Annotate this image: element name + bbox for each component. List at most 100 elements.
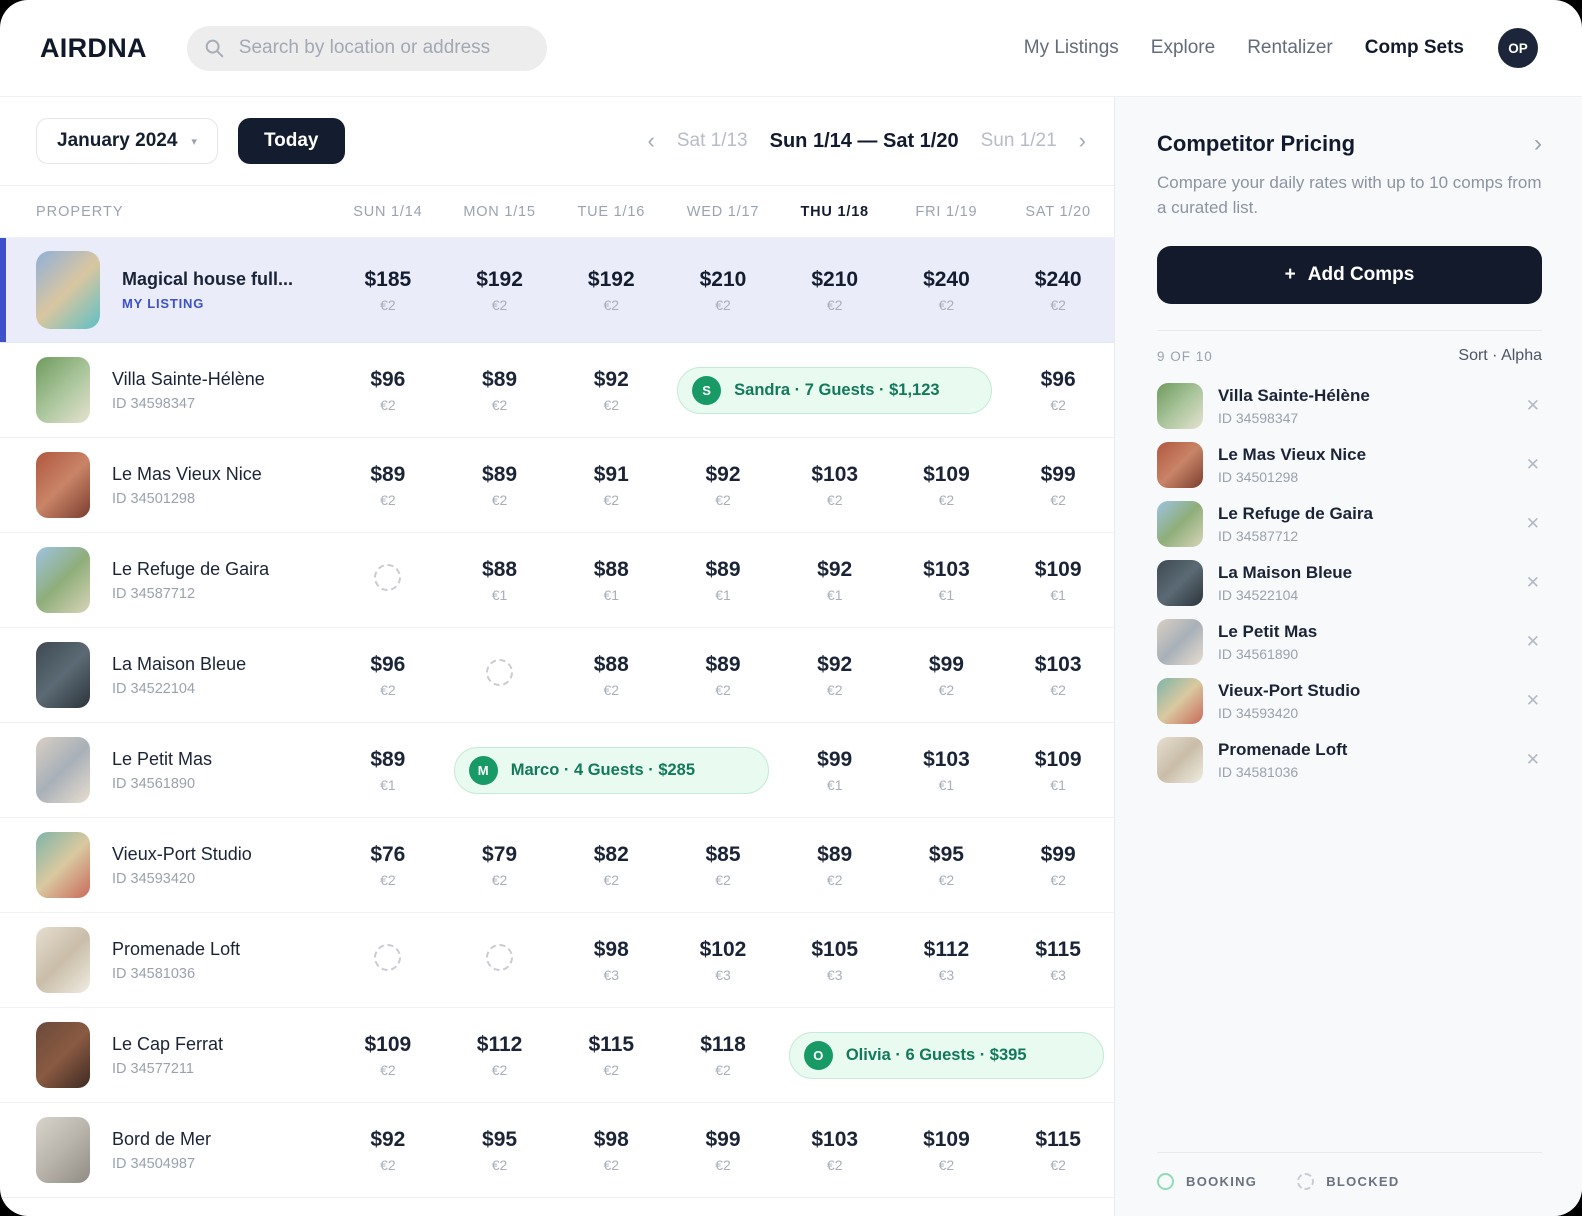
legend-item: BOOKING — [1157, 1173, 1257, 1190]
property-cell[interactable]: Bord de Mer ID 34504987 — [0, 1117, 332, 1183]
booking-pill[interactable]: S Sandra · 7 Guests · $1,123 — [677, 366, 993, 414]
comp-list-item-le-petit-mas[interactable]: Le Petit Mas ID 34561890 ✕ — [1157, 613, 1542, 671]
property-cell[interactable]: Villa Sainte-Hélène ID 34598347 — [0, 357, 332, 423]
prev-week-icon[interactable]: ‹ — [647, 128, 655, 153]
comp-list-item-la-maison-bleue[interactable]: La Maison Bleue ID 34522104 ✕ — [1157, 554, 1542, 612]
rate-cell: $96 €2 — [332, 368, 444, 413]
property-name: Magical house full... — [122, 269, 294, 289]
table-row-le-petit-mas: Le Petit Mas ID 34561890 $89 €1 M Marco … — [0, 723, 1114, 818]
rate-secondary: €2 — [603, 1061, 620, 1078]
remove-comp-icon[interactable]: ✕ — [1525, 455, 1540, 475]
table-row-villa-sainte-h-l-ne: Villa Sainte-Hélène ID 34598347 $96 €2 $… — [0, 343, 1114, 438]
rate-cell: $112 €2 — [444, 1033, 556, 1078]
booking-details: Olivia · 6 Guests · $395 — [845, 1045, 1027, 1064]
comp-list-item-promenade-loft[interactable]: Promenade Loft ID 34581036 ✕ — [1157, 731, 1542, 789]
rate-price: $109 — [1034, 747, 1082, 771]
next-week-label[interactable]: Sun 1/21 — [980, 130, 1057, 151]
nav-item-rentalizer[interactable]: Rentalizer — [1247, 37, 1333, 58]
property-cell[interactable]: Le Mas Vieux Nice ID 34501298 — [0, 452, 332, 518]
search-bar[interactable] — [186, 25, 547, 71]
property-name: Bord de Mer — [112, 1128, 212, 1149]
property-subtitle: ID 34522104 — [112, 680, 196, 697]
rate-secondary: €2 — [603, 871, 620, 888]
month-dropdown[interactable]: January 2024 ▾ — [36, 118, 218, 164]
rate-secondary: €2 — [1050, 1156, 1066, 1173]
user-avatar[interactable]: OP — [1498, 28, 1538, 68]
property-subtitle: ID 34577211 — [112, 1060, 194, 1077]
remove-comp-icon[interactable]: ✕ — [1525, 632, 1540, 652]
blocked-indicator-icon — [486, 944, 514, 971]
nav-item-comp-sets[interactable]: Comp Sets — [1364, 37, 1464, 58]
property-cell[interactable]: Vieux-Port Studio ID 34593420 — [0, 832, 332, 898]
booking-pill[interactable]: M Marco · 4 Guests · $285 — [453, 746, 769, 794]
rate-price: $89 — [817, 842, 853, 866]
rate-price: $109 — [1034, 557, 1082, 581]
comp-list-item-villa-sainte-h-l-ne[interactable]: Villa Sainte-Hélène ID 34598347 ✕ — [1157, 377, 1542, 435]
table-row-promenade-loft: Promenade Loft ID 34581036 $98 €3 $102 €… — [0, 913, 1114, 1008]
property-thumbnail — [36, 251, 100, 329]
rate-price: $115 — [1035, 1127, 1081, 1151]
comp-id: ID 34561890 — [1218, 646, 1299, 663]
rate-cell: $109 €2 — [891, 1128, 1003, 1173]
rate-price: $95 — [928, 842, 964, 866]
rate-price: $96 — [370, 652, 406, 676]
today-button[interactable]: Today — [237, 118, 345, 164]
remove-comp-icon[interactable]: ✕ — [1525, 573, 1540, 593]
rate-cell: $210 €2 — [667, 268, 779, 313]
rate-secondary: €2 — [938, 491, 955, 508]
rate-price: $103 — [811, 1127, 859, 1151]
rate-price: $89 — [370, 747, 406, 771]
property-subtitle: ID 34593420 — [112, 870, 196, 887]
property-thumbnail — [36, 547, 90, 613]
search-input[interactable] — [236, 36, 531, 60]
comp-thumbnail — [1157, 560, 1203, 607]
rate-price: $112 — [923, 937, 970, 961]
property-thumbnail — [36, 642, 90, 708]
property-cell[interactable]: Magical house full... MY LISTING — [0, 251, 332, 329]
next-week-icon[interactable]: › — [1078, 128, 1086, 153]
property-cell[interactable]: Le Refuge de Gaira ID 34587712 — [0, 547, 332, 613]
prev-week-label[interactable]: Sat 1/13 — [676, 130, 748, 151]
rates-table-body: Magical house full... MY LISTING $185 €2… — [0, 238, 1114, 1216]
remove-comp-icon[interactable]: ✕ — [1525, 691, 1540, 711]
rate-secondary: €2 — [1050, 681, 1066, 698]
comp-list-item-le-refuge-de-gaira[interactable]: Le Refuge de Gaira ID 34587712 ✕ — [1157, 495, 1542, 553]
sidebar-title: Competitor Pricing — [1157, 131, 1356, 156]
booking-pill[interactable]: O Olivia · 6 Guests · $395 — [788, 1031, 1104, 1079]
rate-price: $91 — [593, 462, 629, 486]
day-header-thu-1-18: THU 1/18 — [800, 203, 869, 220]
rate-cell: $89 €2 — [444, 368, 556, 413]
competitor-pricing-sidebar: Competitor Pricing › Compare your daily … — [1114, 97, 1582, 1216]
rate-cell: $95 €2 — [444, 1128, 556, 1173]
rate-price: $89 — [705, 557, 741, 581]
nav-item-my-listings[interactable]: My Listings — [1023, 37, 1119, 58]
comp-thumbnail — [1157, 678, 1203, 725]
rate-price: $95 — [482, 1127, 518, 1151]
nav-item-explore[interactable]: Explore — [1150, 37, 1216, 58]
property-thumbnail — [36, 832, 90, 898]
rate-secondary: €2 — [491, 296, 508, 313]
remove-comp-icon[interactable]: ✕ — [1525, 514, 1540, 534]
property-cell[interactable]: Le Cap Ferrat ID 34577211 — [0, 1022, 332, 1088]
rate-price: $88 — [482, 557, 518, 581]
rate-price: $99 — [705, 1127, 741, 1151]
remove-comp-icon[interactable]: ✕ — [1525, 396, 1540, 416]
property-cell[interactable]: Le Petit Mas ID 34561890 — [0, 737, 332, 803]
property-cell[interactable]: La Maison Bleue ID 34522104 — [0, 642, 332, 708]
chevron-right-icon[interactable]: › — [1534, 130, 1542, 157]
comp-list-item-vieux-port-studio[interactable]: Vieux-Port Studio ID 34593420 ✕ — [1157, 672, 1542, 730]
rate-cell: $99 €2 — [1002, 843, 1114, 888]
add-comps-button[interactable]: + Add Comps — [1157, 246, 1542, 305]
rate-price: $109 — [364, 1032, 412, 1056]
comp-list-item-le-mas-vieux-nice[interactable]: Le Mas Vieux Nice ID 34501298 ✕ — [1157, 436, 1542, 494]
guest-avatar: M — [468, 755, 498, 785]
rate-secondary: €2 — [715, 491, 731, 508]
rate-secondary: €2 — [715, 1156, 731, 1173]
remove-comp-icon[interactable]: ✕ — [1525, 750, 1540, 770]
comp-id: ID 34581036 — [1218, 764, 1299, 781]
property-cell[interactable]: Promenade Loft ID 34581036 — [0, 927, 332, 993]
sort-control[interactable]: Sort · Alpha — [1458, 347, 1542, 365]
comp-name: Promenade Loft — [1218, 740, 1348, 760]
rate-secondary: €2 — [715, 1061, 731, 1078]
